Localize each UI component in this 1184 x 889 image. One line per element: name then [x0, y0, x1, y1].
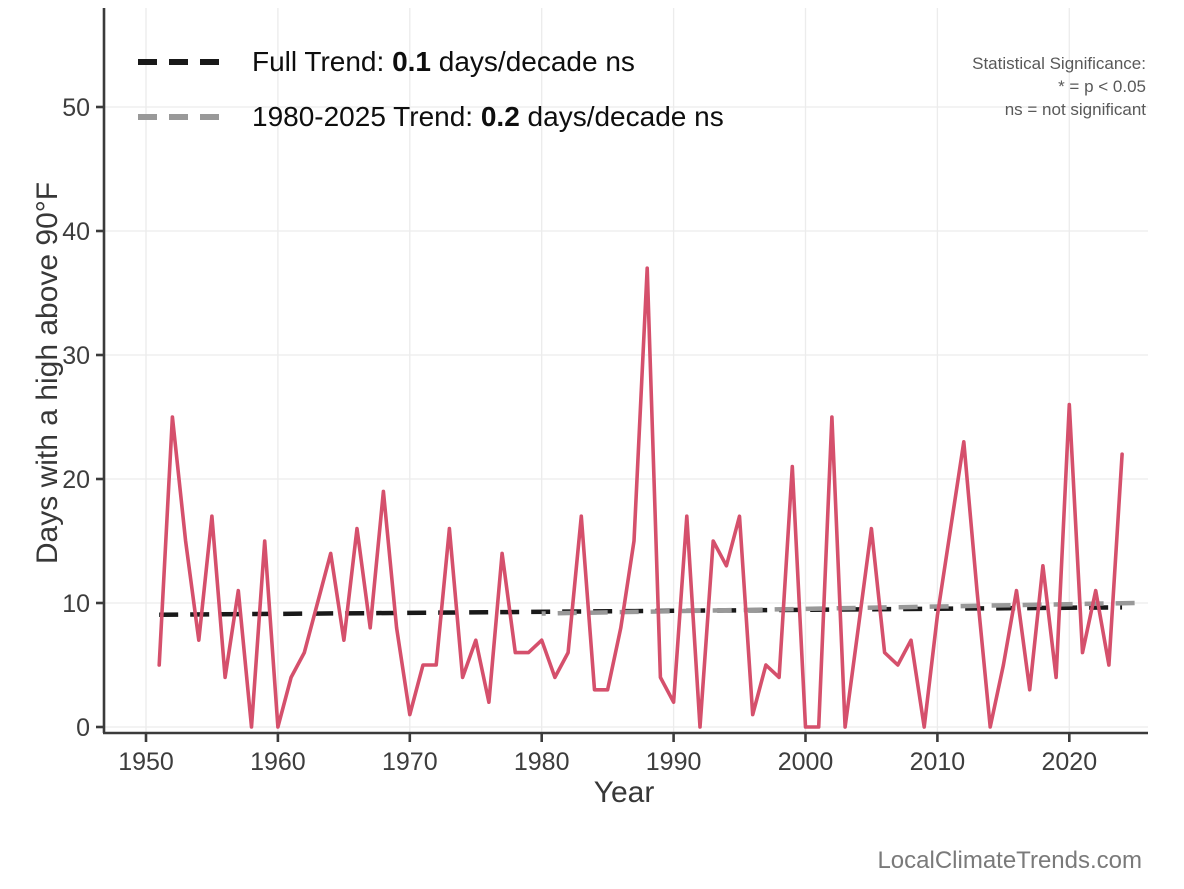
full-trend-line: [159, 605, 1123, 618]
recent-trend-dash-icon: [138, 114, 222, 120]
trend-legend: Full Trend: 0.1 days/decade ns 1980-2025…: [138, 40, 724, 150]
x-tick-label: 1990: [646, 748, 702, 776]
full-trend-dash-icon: [138, 59, 222, 65]
y-tick-label: 50: [62, 94, 90, 122]
recent-trend-suffix: days/decade ns: [519, 101, 724, 132]
x-tick-label: 1960: [250, 748, 306, 776]
x-axis-title: Year: [593, 776, 655, 809]
y-tick-label: 20: [62, 466, 90, 494]
significance-note-title: Statistical Significance:: [972, 54, 1146, 73]
significance-note: Statistical Significance: * = p < 0.05 n…: [972, 52, 1146, 121]
y-tick-label: 40: [62, 218, 90, 246]
legend-item-recent-trend: 1980-2025 Trend: 0.2 days/decade ns: [138, 95, 724, 139]
x-tick-label: 2010: [910, 748, 966, 776]
full-trend-suffix: days/decade ns: [431, 46, 635, 77]
y-axis-title: Days with a high above 90°F: [31, 181, 64, 565]
x-tick-label: 1980: [514, 748, 570, 776]
data-series-line: [157, 266, 1124, 729]
x-tick-label: 1950: [118, 748, 174, 776]
full-trend-label: Full Trend: 0.1 days/decade ns: [252, 46, 635, 78]
full-trend-value: 0.1: [392, 46, 431, 77]
y-tick-label: 30: [62, 342, 90, 370]
y-tick-label: 10: [62, 590, 90, 618]
significance-note-line2: ns = not significant: [1004, 100, 1146, 119]
recent-trend-label: 1980-2025 Trend: 0.2 days/decade ns: [252, 101, 724, 133]
recent-trend-value: 0.2: [480, 101, 520, 132]
x-tick-label: 2020: [1041, 748, 1097, 776]
legend-item-full-trend: Full Trend: 0.1 days/decade ns: [138, 40, 724, 84]
y-tick-label: 0: [76, 714, 90, 742]
recent-trend-prefix: 1980-2025 Trend:: [252, 101, 481, 132]
full-trend-prefix: Full Trend:: [252, 46, 393, 77]
significance-note-line1: * = p < 0.05: [1058, 77, 1146, 96]
x-tick-label: 2000: [778, 748, 834, 776]
watermark: LocalClimateTrends.com: [877, 847, 1142, 874]
x-tick-label: 1970: [382, 748, 438, 776]
